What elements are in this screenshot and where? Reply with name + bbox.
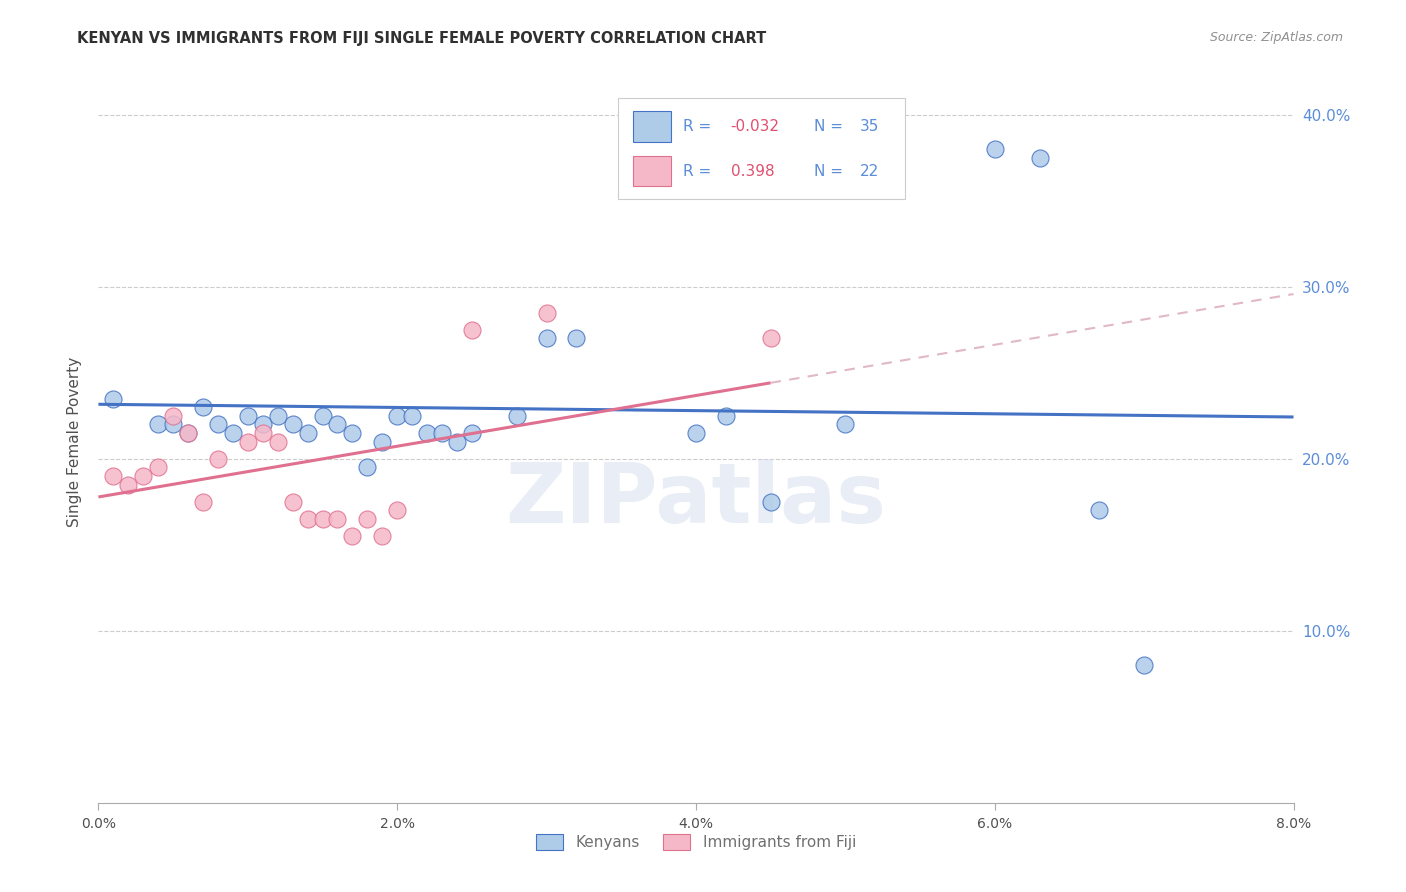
Point bbox=[297, 425, 319, 440]
Point bbox=[536, 305, 558, 319]
Point bbox=[236, 434, 259, 449]
Point bbox=[103, 392, 125, 406]
Point bbox=[191, 494, 214, 508]
Point bbox=[565, 331, 588, 345]
FancyBboxPatch shape bbox=[619, 98, 905, 200]
Text: ZIPatlas: ZIPatlas bbox=[506, 458, 886, 540]
Point bbox=[685, 425, 707, 440]
Point bbox=[1133, 658, 1156, 673]
Point bbox=[401, 409, 423, 423]
Point bbox=[281, 417, 304, 432]
Legend: Kenyans, Immigrants from Fiji: Kenyans, Immigrants from Fiji bbox=[530, 829, 862, 856]
Text: Source: ZipAtlas.com: Source: ZipAtlas.com bbox=[1209, 31, 1343, 45]
Point bbox=[416, 425, 439, 440]
Text: 0.398: 0.398 bbox=[731, 163, 775, 178]
Point bbox=[430, 425, 453, 440]
Point bbox=[267, 409, 290, 423]
FancyBboxPatch shape bbox=[633, 112, 671, 142]
Point bbox=[177, 425, 200, 440]
Point bbox=[461, 323, 484, 337]
FancyBboxPatch shape bbox=[633, 156, 671, 186]
Point bbox=[1088, 503, 1111, 517]
Point bbox=[984, 142, 1007, 156]
Point bbox=[191, 400, 214, 414]
Text: 22: 22 bbox=[859, 163, 879, 178]
Text: N =: N = bbox=[814, 163, 848, 178]
Point bbox=[297, 512, 319, 526]
Point bbox=[162, 409, 184, 423]
Point bbox=[342, 529, 364, 543]
Point bbox=[162, 417, 184, 432]
Point bbox=[103, 469, 125, 483]
Text: N =: N = bbox=[814, 120, 848, 134]
Point bbox=[461, 425, 484, 440]
Point bbox=[342, 425, 364, 440]
Point bbox=[385, 503, 409, 517]
Text: -0.032: -0.032 bbox=[731, 120, 780, 134]
Point bbox=[446, 434, 468, 449]
Point bbox=[117, 477, 139, 491]
Point bbox=[371, 434, 394, 449]
Text: R =: R = bbox=[683, 120, 716, 134]
Point bbox=[236, 409, 259, 423]
Point bbox=[207, 417, 229, 432]
Point bbox=[311, 409, 333, 423]
Text: R =: R = bbox=[683, 163, 716, 178]
Point bbox=[148, 417, 170, 432]
Point bbox=[311, 512, 333, 526]
Y-axis label: Single Female Poverty: Single Female Poverty bbox=[67, 357, 83, 526]
Point bbox=[759, 494, 782, 508]
Point bbox=[506, 409, 529, 423]
Point bbox=[132, 469, 155, 483]
Text: KENYAN VS IMMIGRANTS FROM FIJI SINGLE FEMALE POVERTY CORRELATION CHART: KENYAN VS IMMIGRANTS FROM FIJI SINGLE FE… bbox=[77, 31, 766, 46]
Point bbox=[267, 434, 290, 449]
Point bbox=[281, 494, 304, 508]
Point bbox=[252, 425, 274, 440]
Point bbox=[759, 331, 782, 345]
Point bbox=[714, 409, 737, 423]
Point bbox=[1028, 151, 1050, 165]
Point bbox=[536, 331, 558, 345]
Point bbox=[834, 417, 856, 432]
Point bbox=[356, 512, 378, 526]
Point bbox=[326, 512, 349, 526]
Point bbox=[879, 125, 901, 139]
Point bbox=[148, 460, 170, 475]
Text: 35: 35 bbox=[859, 120, 879, 134]
Point bbox=[371, 529, 394, 543]
Point bbox=[207, 451, 229, 466]
Point bbox=[385, 409, 409, 423]
Point bbox=[252, 417, 274, 432]
Point bbox=[177, 425, 200, 440]
Point bbox=[326, 417, 349, 432]
Point bbox=[222, 425, 245, 440]
Point bbox=[356, 460, 378, 475]
